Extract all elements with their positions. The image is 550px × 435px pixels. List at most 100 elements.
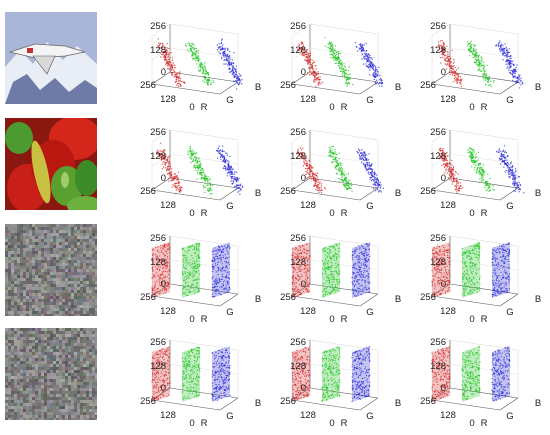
- series-b-points: [217, 38, 243, 89]
- depth-tick-label: 256: [140, 396, 156, 407]
- channel-label-r: R: [201, 208, 208, 219]
- channel-label-g: G: [506, 411, 513, 422]
- z-tick-label: 128: [430, 151, 446, 162]
- channel-label-g: G: [506, 201, 513, 212]
- series-g-points: [182, 346, 201, 402]
- channel-label-b: B: [255, 398, 261, 409]
- depth-tick-label: 256: [140, 80, 156, 91]
- channel-label-b: B: [535, 294, 541, 305]
- cipher-noise-1-thumbnail: [5, 224, 97, 316]
- depth-tick-label: 128: [160, 410, 176, 421]
- channel-label-g: G: [366, 95, 373, 106]
- depth-tick-label: 256: [420, 186, 436, 197]
- channel-label-b: B: [395, 294, 401, 305]
- z-tick-label: 0: [441, 67, 446, 78]
- z-tick-label: 256: [150, 21, 166, 32]
- z-tick-label: 0: [301, 279, 306, 290]
- series-b-points: [491, 346, 510, 402]
- depth-tick-label: 128: [300, 306, 316, 317]
- z-tick-label: 128: [150, 361, 166, 372]
- z-tick-label: 0: [161, 383, 166, 394]
- channel-label-b: B: [535, 188, 541, 199]
- z-tick-label: 256: [430, 233, 446, 244]
- depth-tick-label: 0: [469, 102, 474, 113]
- z-tick-label: 0: [441, 279, 446, 290]
- channel-label-g: G: [226, 411, 233, 422]
- series-g-points: [467, 41, 495, 88]
- channel-label-r: R: [341, 102, 348, 113]
- depth-tick-label: 128: [160, 306, 176, 317]
- z-tick-label: 128: [430, 45, 446, 56]
- depth-tick-label: 256: [280, 396, 296, 407]
- channel-label-g: G: [226, 201, 233, 212]
- series-g-points: [322, 242, 341, 298]
- z-tick-label: 256: [430, 337, 446, 348]
- depth-tick-label: 256: [280, 186, 296, 197]
- series-b-points: [211, 346, 230, 402]
- channel-label-g: G: [366, 201, 373, 212]
- channel-label-b: B: [395, 82, 401, 93]
- depth-tick-label: 0: [469, 418, 474, 429]
- series-b-points: [355, 42, 383, 87]
- series-b-points: [491, 242, 510, 298]
- z-tick-label: 128: [430, 257, 446, 268]
- series-b-points: [495, 40, 523, 88]
- z-tick-label: 0: [441, 173, 446, 184]
- channel-label-b: B: [395, 398, 401, 409]
- z-tick-label: 256: [290, 337, 306, 348]
- depth-tick-label: 0: [189, 102, 194, 113]
- series-g-points: [462, 242, 481, 298]
- z-tick-label: 256: [290, 21, 306, 32]
- airplane-photo-thumbnail: [5, 12, 97, 104]
- z-tick-label: 256: [430, 21, 446, 32]
- series-b-points: [352, 242, 371, 298]
- channel-label-b: B: [255, 82, 261, 93]
- z-tick-label: 0: [301, 173, 306, 184]
- series-b-points: [216, 145, 243, 195]
- z-tick-label: 256: [150, 233, 166, 244]
- channel-label-r: R: [341, 418, 348, 429]
- depth-tick-label: 128: [160, 94, 176, 105]
- channel-label-g: G: [366, 307, 373, 318]
- peppers-photo-thumbnail: [5, 118, 97, 210]
- z-tick-label: 128: [290, 151, 306, 162]
- channel-label-b: B: [395, 188, 401, 199]
- channel-label-b: B: [535, 82, 541, 93]
- channel-label-r: R: [481, 208, 488, 219]
- series-g-points: [185, 42, 214, 86]
- series-b-points: [496, 145, 525, 193]
- z-tick-label: 0: [161, 67, 166, 78]
- channel-label-r: R: [481, 418, 488, 429]
- depth-tick-label: 0: [329, 102, 334, 113]
- channel-label-g: G: [506, 307, 513, 318]
- z-tick-label: 256: [150, 337, 166, 348]
- depth-tick-label: 0: [329, 208, 334, 219]
- series-g-points: [187, 146, 213, 195]
- z-tick-label: 256: [150, 127, 166, 138]
- z-tick-label: 128: [150, 45, 166, 56]
- channel-label-g: G: [226, 307, 233, 318]
- series-g-points: [181, 242, 200, 298]
- z-tick-label: 128: [290, 257, 306, 268]
- channel-label-b: B: [255, 294, 261, 305]
- depth-tick-label: 128: [440, 306, 456, 317]
- series-g-points: [467, 147, 495, 192]
- series-g-points: [328, 146, 353, 192]
- channel-label-r: R: [201, 314, 208, 325]
- z-tick-label: 128: [150, 151, 166, 162]
- z-tick-label: 0: [161, 173, 166, 184]
- channel-label-r: R: [201, 418, 208, 429]
- z-tick-label: 0: [301, 383, 306, 394]
- z-tick-label: 256: [430, 127, 446, 138]
- channel-label-r: R: [201, 102, 208, 113]
- channel-label-r: R: [341, 208, 348, 219]
- z-tick-label: 128: [290, 45, 306, 56]
- z-tick-label: 0: [161, 279, 166, 290]
